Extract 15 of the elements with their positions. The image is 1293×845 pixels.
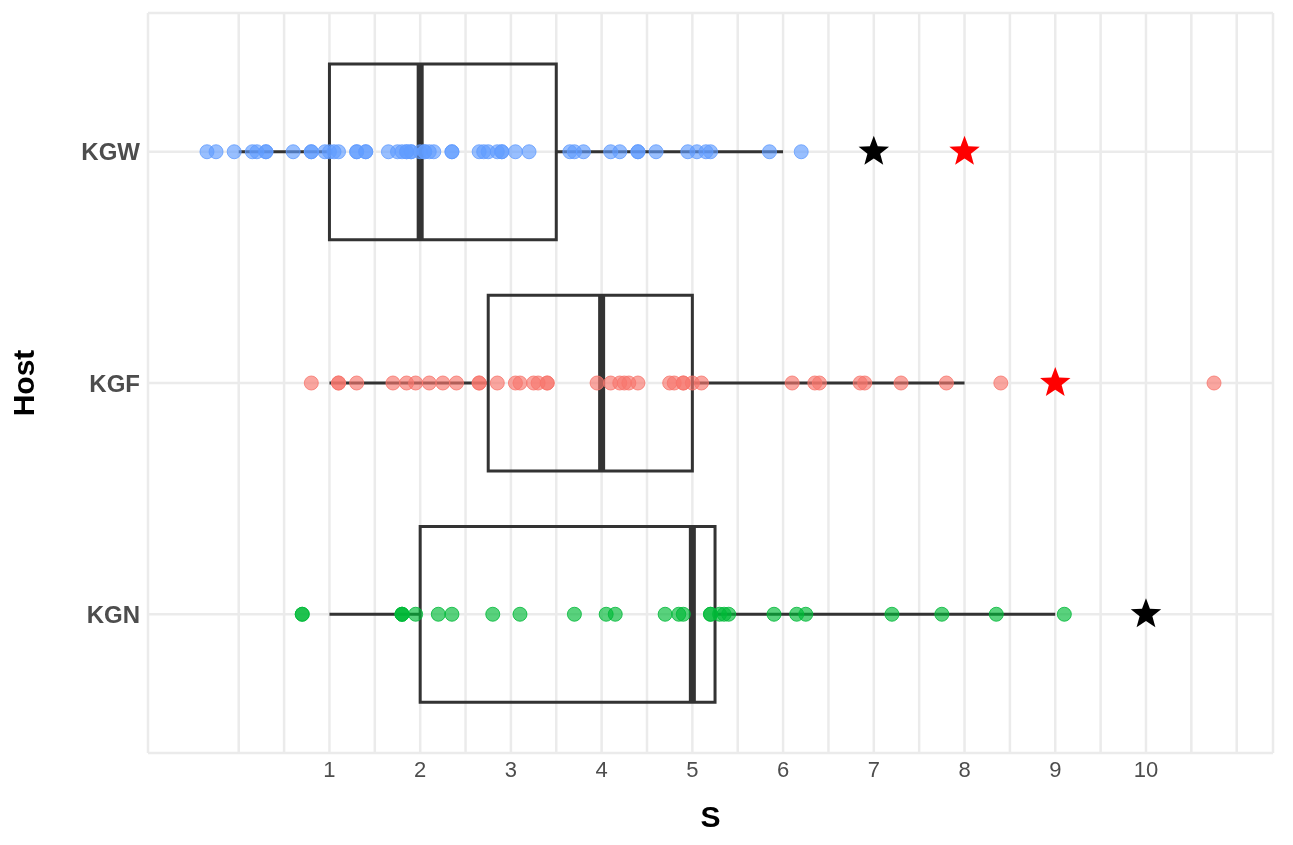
x-tick-label: 6 (776, 756, 790, 782)
x-tick-label: 2 (414, 756, 427, 782)
x-tick-label: 8 (958, 756, 971, 782)
x-tick-label: 1 (323, 756, 336, 782)
y-tick-label: KGN (86, 600, 140, 628)
y-axis-title: Host (6, 349, 40, 417)
x-tick-label: 9 (1049, 756, 1062, 782)
x-tick-label: 4 (595, 756, 608, 782)
y-tick-label: KGW (81, 138, 141, 166)
x-axis-title: S (700, 800, 721, 833)
x-tick-label: 10 (1133, 756, 1159, 782)
x-tick-label: 7 (867, 756, 880, 782)
y-tick-label: KGF (89, 369, 140, 397)
x-tick-label: 3 (504, 756, 518, 782)
x-tick-label: 5 (686, 756, 699, 782)
